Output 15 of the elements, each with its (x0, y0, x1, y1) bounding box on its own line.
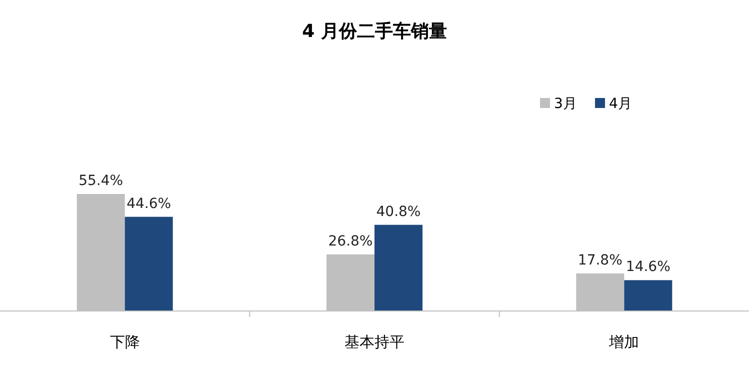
x-tick-label: 基本持平 (344, 333, 404, 351)
legend-label: 4月 (609, 96, 632, 112)
bar (124, 216, 173, 311)
data-label: 55.4% (78, 173, 124, 189)
data-label: 14.6% (626, 259, 670, 276)
legend-label: 3月 (554, 96, 577, 112)
data-label: 44.6% (126, 196, 172, 212)
x-tick-label: 增加 (608, 333, 640, 351)
data-label: 26.8% (328, 233, 373, 250)
data-label: 40.8% (376, 204, 421, 220)
chart-title: 4 月份二手车销量 (302, 21, 447, 42)
bar (624, 280, 672, 311)
bar (374, 224, 422, 311)
data-label: 17.8% (578, 252, 622, 268)
x-tick-label: 下降 (110, 333, 140, 351)
